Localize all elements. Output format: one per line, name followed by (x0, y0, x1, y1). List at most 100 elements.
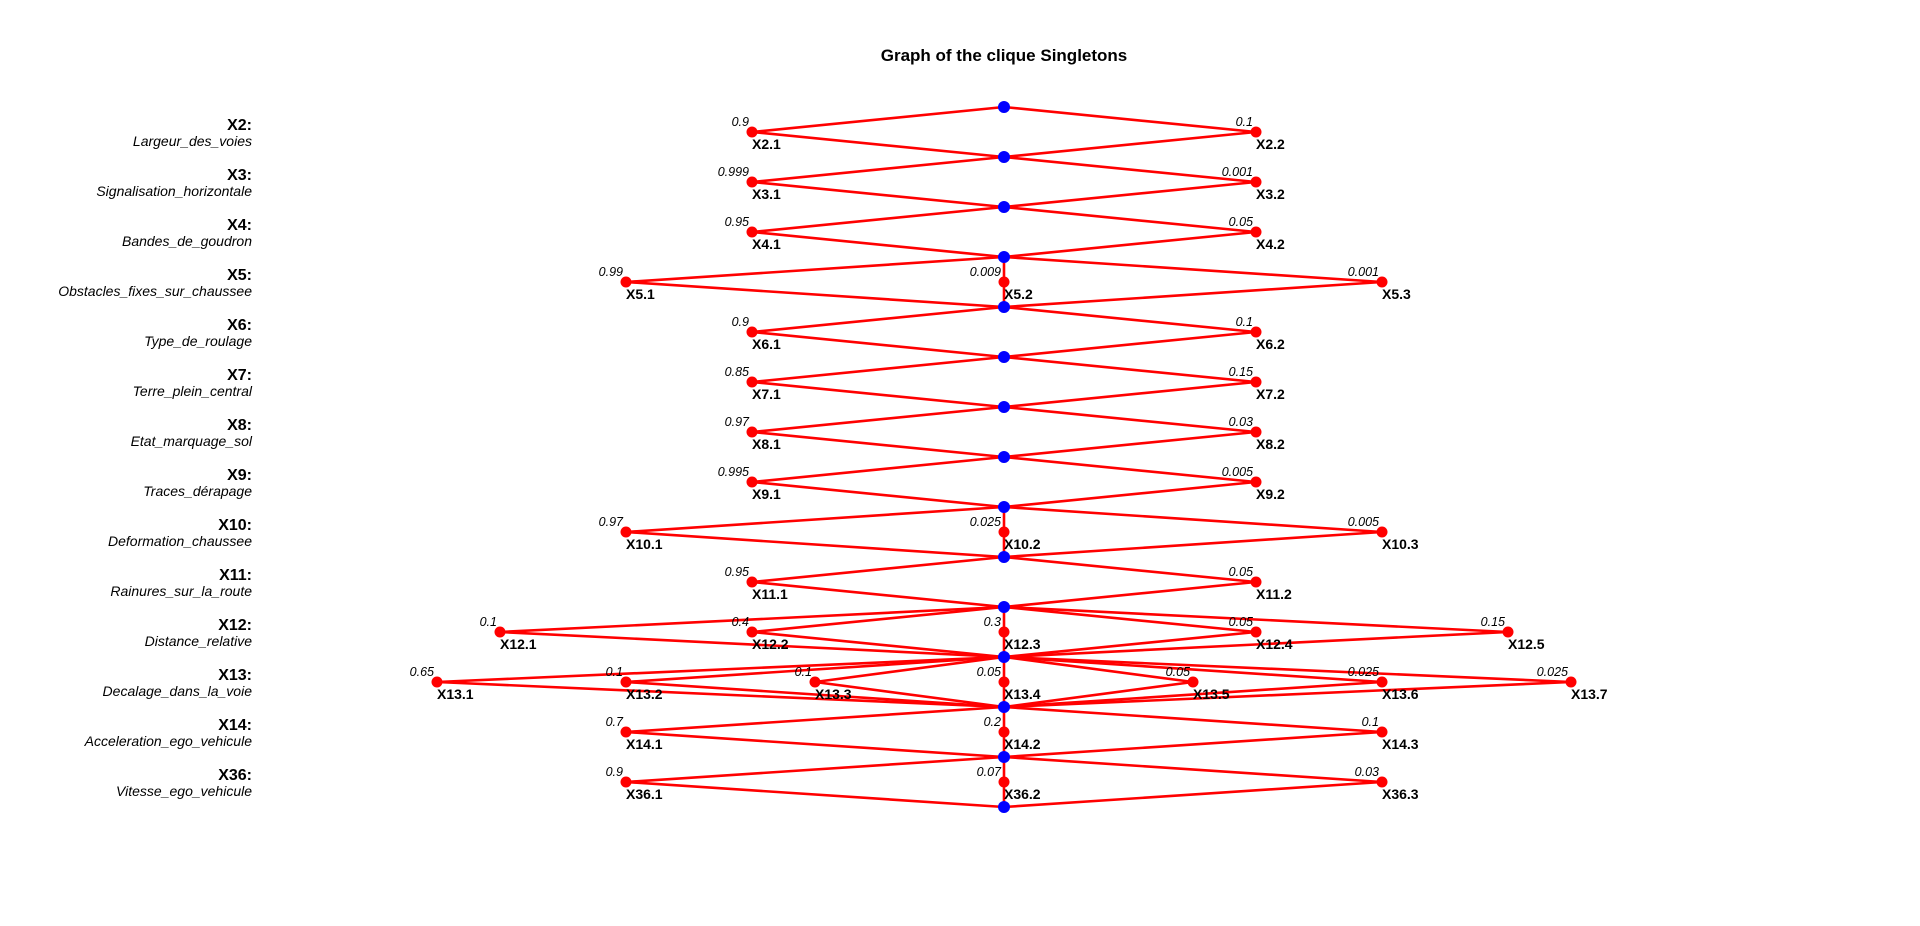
edge-bottom (814, 680, 1005, 709)
edge-bottom (1003, 180, 1257, 209)
state-label: X12.1 (500, 636, 537, 652)
state-label: X14.3 (1382, 736, 1419, 752)
state-probability: 0.03 (1229, 415, 1253, 429)
state-probability: 0.05 (1229, 615, 1253, 629)
state-node (746, 176, 758, 188)
state-probability: 0.97 (725, 415, 750, 429)
edges-layer (436, 105, 1572, 809)
junction-node (998, 501, 1010, 513)
junction-node (998, 651, 1010, 663)
state-probability: 0.9 (732, 315, 749, 329)
edge-top (1003, 655, 1383, 684)
edge-bottom (751, 230, 1005, 259)
state-label: X36.2 (1004, 786, 1041, 802)
edge-top (1003, 755, 1383, 784)
edge-bottom (1003, 480, 1257, 509)
state-node (620, 526, 632, 538)
state-node (998, 776, 1010, 788)
state-label: X10.1 (626, 536, 663, 552)
edge-bottom (436, 680, 1005, 709)
edge-top (1003, 655, 1194, 684)
edge-top (1003, 605, 1257, 634)
variable-name: Signalisation_horizontale (96, 183, 252, 199)
state-label: X13.7 (1571, 686, 1608, 702)
edge-top (436, 655, 1005, 684)
state-node (1187, 676, 1199, 688)
edge-bottom (751, 380, 1005, 409)
variable-name: Largeur_des_voies (133, 133, 252, 149)
variable-code: X10: (218, 517, 252, 534)
variable-name: Traces_dérapage (143, 483, 252, 499)
state-label: X12.3 (1004, 636, 1041, 652)
edge-top (751, 305, 1005, 334)
state-node (998, 676, 1010, 688)
edge-top (751, 205, 1005, 234)
junction-node (998, 201, 1010, 213)
state-label: X12.2 (752, 636, 789, 652)
state-node (746, 376, 758, 388)
state-node (1376, 726, 1388, 738)
state-node (746, 576, 758, 588)
edge-top (1003, 205, 1257, 234)
variable-name: Acceleration_ego_vehicule (84, 733, 253, 749)
edge-top (751, 405, 1005, 434)
state-probability: 0.999 (718, 165, 749, 179)
edge-top (625, 255, 1005, 284)
state-label: X13.5 (1193, 686, 1230, 702)
state-label: X3.2 (1256, 186, 1285, 202)
edge-top (1003, 555, 1257, 584)
edge-top (751, 355, 1005, 384)
edge-bottom (625, 680, 1005, 709)
variable-code: X5: (227, 267, 252, 284)
state-probability: 0.07 (977, 765, 1002, 779)
state-probability: 0.05 (977, 665, 1001, 679)
state-node (1250, 326, 1262, 338)
edge-bottom (1003, 780, 1383, 809)
edge-bottom (751, 630, 1005, 659)
edge-top (625, 505, 1005, 534)
state-node (998, 726, 1010, 738)
state-probability: 0.05 (1229, 565, 1253, 579)
state-node (620, 776, 632, 788)
state-label: X4.2 (1256, 236, 1285, 252)
edge-bottom (1003, 630, 1509, 659)
edge-bottom (1003, 130, 1257, 159)
variable-name: Distance_relative (145, 633, 253, 649)
state-probability: 0.1 (606, 665, 623, 679)
state-label: X13.6 (1382, 686, 1419, 702)
edge-bottom (1003, 380, 1257, 409)
junction-node (998, 101, 1010, 113)
edge-bottom (499, 630, 1005, 659)
state-label: X14.2 (1004, 736, 1041, 752)
edge-bottom (625, 530, 1005, 559)
state-probability: 0.995 (718, 465, 749, 479)
edge-bottom (1003, 530, 1383, 559)
state-label: X5.2 (1004, 286, 1033, 302)
state-label: X2.2 (1256, 136, 1285, 152)
state-probability: 0.025 (970, 515, 1001, 529)
edge-bottom (1003, 230, 1257, 259)
junction-node (998, 801, 1010, 813)
state-node (809, 676, 821, 688)
junction-node (998, 401, 1010, 413)
edge-top (625, 705, 1005, 734)
edge-top (751, 155, 1005, 184)
edge-top (499, 605, 1005, 634)
state-probability: 0.9 (606, 765, 623, 779)
state-node (620, 276, 632, 288)
edge-top (1003, 255, 1383, 284)
graph-title: Graph of the clique Singletons (881, 46, 1128, 65)
state-probability: 0.15 (1481, 615, 1505, 629)
edge-bottom (1003, 430, 1257, 459)
variable-code: X3: (227, 167, 252, 184)
state-node (1250, 426, 1262, 438)
state-label: X13.3 (815, 686, 852, 702)
state-probability: 0.65 (410, 665, 434, 679)
state-node (1376, 526, 1388, 538)
variable-name: Deformation_chaussee (108, 533, 252, 549)
edge-top (1003, 605, 1509, 634)
junction-node (998, 551, 1010, 563)
state-node (1250, 376, 1262, 388)
edge-top (1003, 155, 1257, 184)
state-probability: 0.85 (725, 365, 749, 379)
